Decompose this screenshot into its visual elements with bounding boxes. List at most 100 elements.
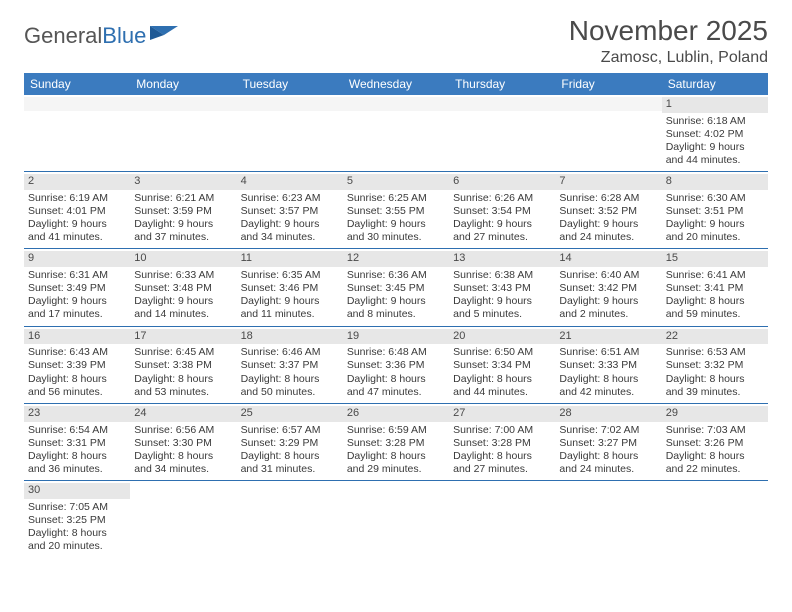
sunset-text: Sunset: 3:36 PM [347,359,445,372]
day-number: 4 [237,174,343,190]
day-number: 28 [555,406,661,422]
sunset-text: Sunset: 3:54 PM [453,205,551,218]
sunrise-text: Sunrise: 6:43 AM [28,346,126,359]
day-number [343,97,449,111]
day-number: 25 [237,406,343,422]
sunset-text: Sunset: 3:25 PM [28,514,126,527]
sunset-text: Sunset: 3:27 PM [559,437,657,450]
day-number: 29 [662,406,768,422]
sunset-text: Sunset: 3:49 PM [28,282,126,295]
day-number: 6 [449,174,555,190]
day-cell: 21Sunrise: 6:51 AMSunset: 3:33 PMDayligh… [555,327,661,403]
sunset-text: Sunset: 3:30 PM [134,437,232,450]
daylight-text: Daylight: 8 hours and 42 minutes. [559,373,657,399]
daylight-text: Daylight: 9 hours and 24 minutes. [559,218,657,244]
weekday-header: Wednesday [343,73,449,95]
day-cell: 19Sunrise: 6:48 AMSunset: 3:36 PMDayligh… [343,327,449,403]
day-number [449,483,555,497]
daylight-text: Daylight: 9 hours and 30 minutes. [347,218,445,244]
day-number: 22 [662,329,768,345]
location-subtitle: Zamosc, Lublin, Poland [569,49,768,67]
day-cell-empty [449,481,555,557]
week-row: 23Sunrise: 6:54 AMSunset: 3:31 PMDayligh… [24,404,768,481]
day-number: 27 [449,406,555,422]
sunset-text: Sunset: 3:52 PM [559,205,657,218]
weekday-header: Sunday [24,73,130,95]
weekday-header-row: SundayMondayTuesdayWednesdayThursdayFrid… [24,73,768,95]
weekday-header: Friday [555,73,661,95]
day-cell: 26Sunrise: 6:59 AMSunset: 3:28 PMDayligh… [343,404,449,480]
day-cell: 11Sunrise: 6:35 AMSunset: 3:46 PMDayligh… [237,249,343,325]
daylight-text: Daylight: 8 hours and 39 minutes. [666,373,764,399]
sunset-text: Sunset: 3:28 PM [347,437,445,450]
sunset-text: Sunset: 3:31 PM [28,437,126,450]
day-cell-empty [237,95,343,171]
daylight-text: Daylight: 9 hours and 41 minutes. [28,218,126,244]
daylight-text: Daylight: 8 hours and 29 minutes. [347,450,445,476]
sunrise-text: Sunrise: 7:05 AM [28,501,126,514]
day-number: 16 [24,329,130,345]
sunrise-text: Sunrise: 6:41 AM [666,269,764,282]
sunset-text: Sunset: 3:29 PM [241,437,339,450]
logo-text-blue: Blue [102,23,146,49]
weekday-header: Thursday [449,73,555,95]
title-block: November 2025 Zamosc, Lublin, Poland [569,16,768,67]
weekday-header: Tuesday [237,73,343,95]
logo: GeneralBlue [24,16,178,50]
day-cell: 13Sunrise: 6:38 AMSunset: 3:43 PMDayligh… [449,249,555,325]
day-cell: 25Sunrise: 6:57 AMSunset: 3:29 PMDayligh… [237,404,343,480]
sunrise-text: Sunrise: 6:50 AM [453,346,551,359]
day-number: 23 [24,406,130,422]
day-number: 19 [343,329,449,345]
daylight-text: Daylight: 9 hours and 2 minutes. [559,295,657,321]
day-cell-empty [130,95,236,171]
sunrise-text: Sunrise: 6:53 AM [666,346,764,359]
sunset-text: Sunset: 3:51 PM [666,205,764,218]
calendar-grid: SundayMondayTuesdayWednesdayThursdayFrid… [24,73,768,558]
day-number: 30 [24,483,130,499]
sunset-text: Sunset: 3:28 PM [453,437,551,450]
sunrise-text: Sunrise: 6:59 AM [347,424,445,437]
daylight-text: Daylight: 9 hours and 27 minutes. [453,218,551,244]
daylight-text: Daylight: 8 hours and 53 minutes. [134,373,232,399]
day-cell-empty [555,95,661,171]
daylight-text: Daylight: 8 hours and 36 minutes. [28,450,126,476]
day-cell-empty [555,481,661,557]
daylight-text: Daylight: 8 hours and 34 minutes. [134,450,232,476]
sunrise-text: Sunrise: 6:35 AM [241,269,339,282]
sunrise-text: Sunrise: 6:21 AM [134,192,232,205]
sunset-text: Sunset: 3:45 PM [347,282,445,295]
day-cell: 17Sunrise: 6:45 AMSunset: 3:38 PMDayligh… [130,327,236,403]
sunrise-text: Sunrise: 6:48 AM [347,346,445,359]
day-cell: 20Sunrise: 6:50 AMSunset: 3:34 PMDayligh… [449,327,555,403]
daylight-text: Daylight: 8 hours and 59 minutes. [666,295,764,321]
day-number: 13 [449,251,555,267]
daylight-text: Daylight: 8 hours and 47 minutes. [347,373,445,399]
sunrise-text: Sunrise: 6:19 AM [28,192,126,205]
day-number [343,483,449,497]
day-number: 18 [237,329,343,345]
month-title: November 2025 [569,16,768,47]
sunset-text: Sunset: 4:02 PM [666,128,764,141]
week-row: 9 Sunrise: 6:31 AMSunset: 3:49 PM Daylight… [24,249,768,326]
sunrise-text: Sunrise: 6:31 AM [28,269,126,282]
day-cell: 15Sunrise: 6:41 AMSunset: 3:41 PMDayligh… [662,249,768,325]
day-cell: 8Sunrise: 6:30 AMSunset: 3:51 PMDaylight… [662,172,768,248]
sunrise-text: Sunrise: 6:36 AM [347,269,445,282]
sunset-text: Sunset: 3:34 PM [453,359,551,372]
daylight-text: Daylight: 8 hours and 27 minutes. [453,450,551,476]
flag-icon [150,24,178,50]
day-cell-empty [237,481,343,557]
daylight-text: Daylight: 9 hours and 20 minutes. [666,218,764,244]
day-cell-empty [130,481,236,557]
daylight-text: Daylight: 8 hours and 31 minutes. [241,450,339,476]
day-cell: 7Sunrise: 6:28 AMSunset: 3:52 PMDaylight… [555,172,661,248]
day-number [555,97,661,111]
day-cell: 6Sunrise: 6:26 AMSunset: 3:54 PMDaylight… [449,172,555,248]
day-number: 8 [662,174,768,190]
day-number: 9 [24,251,130,267]
sunset-text: Sunset: 3:43 PM [453,282,551,295]
day-number: 2 [24,174,130,190]
sunrise-text: Sunrise: 6:38 AM [453,269,551,282]
sunset-text: Sunset: 3:39 PM [28,359,126,372]
